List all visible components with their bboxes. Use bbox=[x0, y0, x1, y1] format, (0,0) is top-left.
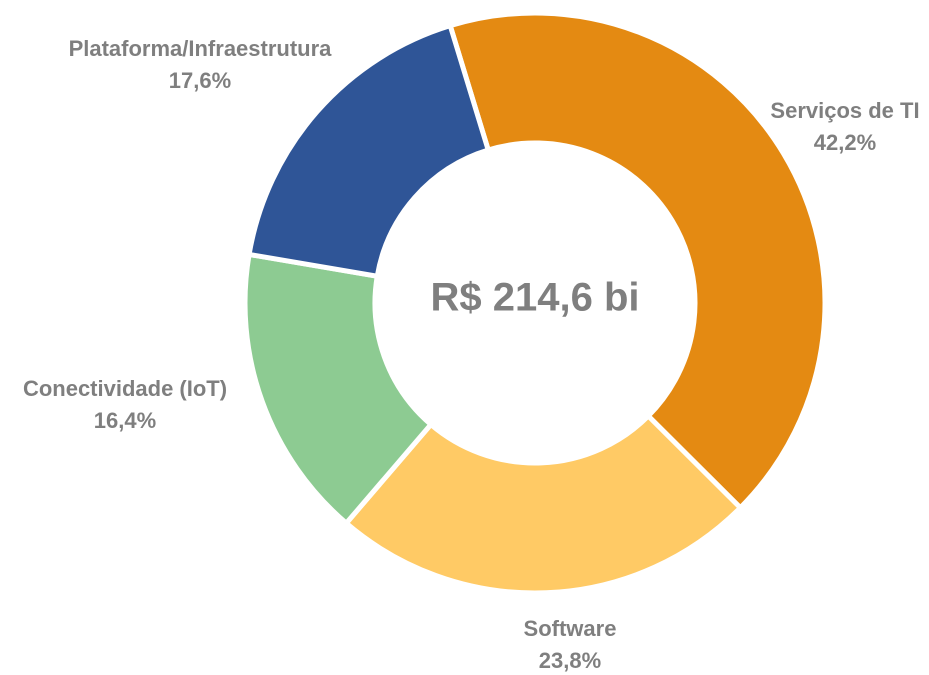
slice-label: Conectividade (IoT) bbox=[23, 376, 227, 401]
donut-slice bbox=[342, 412, 744, 596]
slice-value-label: 17,6% bbox=[169, 68, 231, 93]
slice-value-label: 23,8% bbox=[539, 648, 601, 673]
donut-slice bbox=[246, 22, 492, 280]
slice-label: Software bbox=[524, 616, 617, 641]
slice-label: Serviços de TI bbox=[770, 98, 919, 123]
donut-slice bbox=[242, 251, 435, 527]
slice-value-label: 42,2% bbox=[814, 130, 876, 155]
slice-value-label: 16,4% bbox=[94, 408, 156, 433]
slice-label: Plataforma/Infraestrutura bbox=[69, 36, 333, 61]
donut-slice bbox=[447, 10, 828, 512]
center-label: R$ 214,6 bi bbox=[430, 276, 639, 320]
